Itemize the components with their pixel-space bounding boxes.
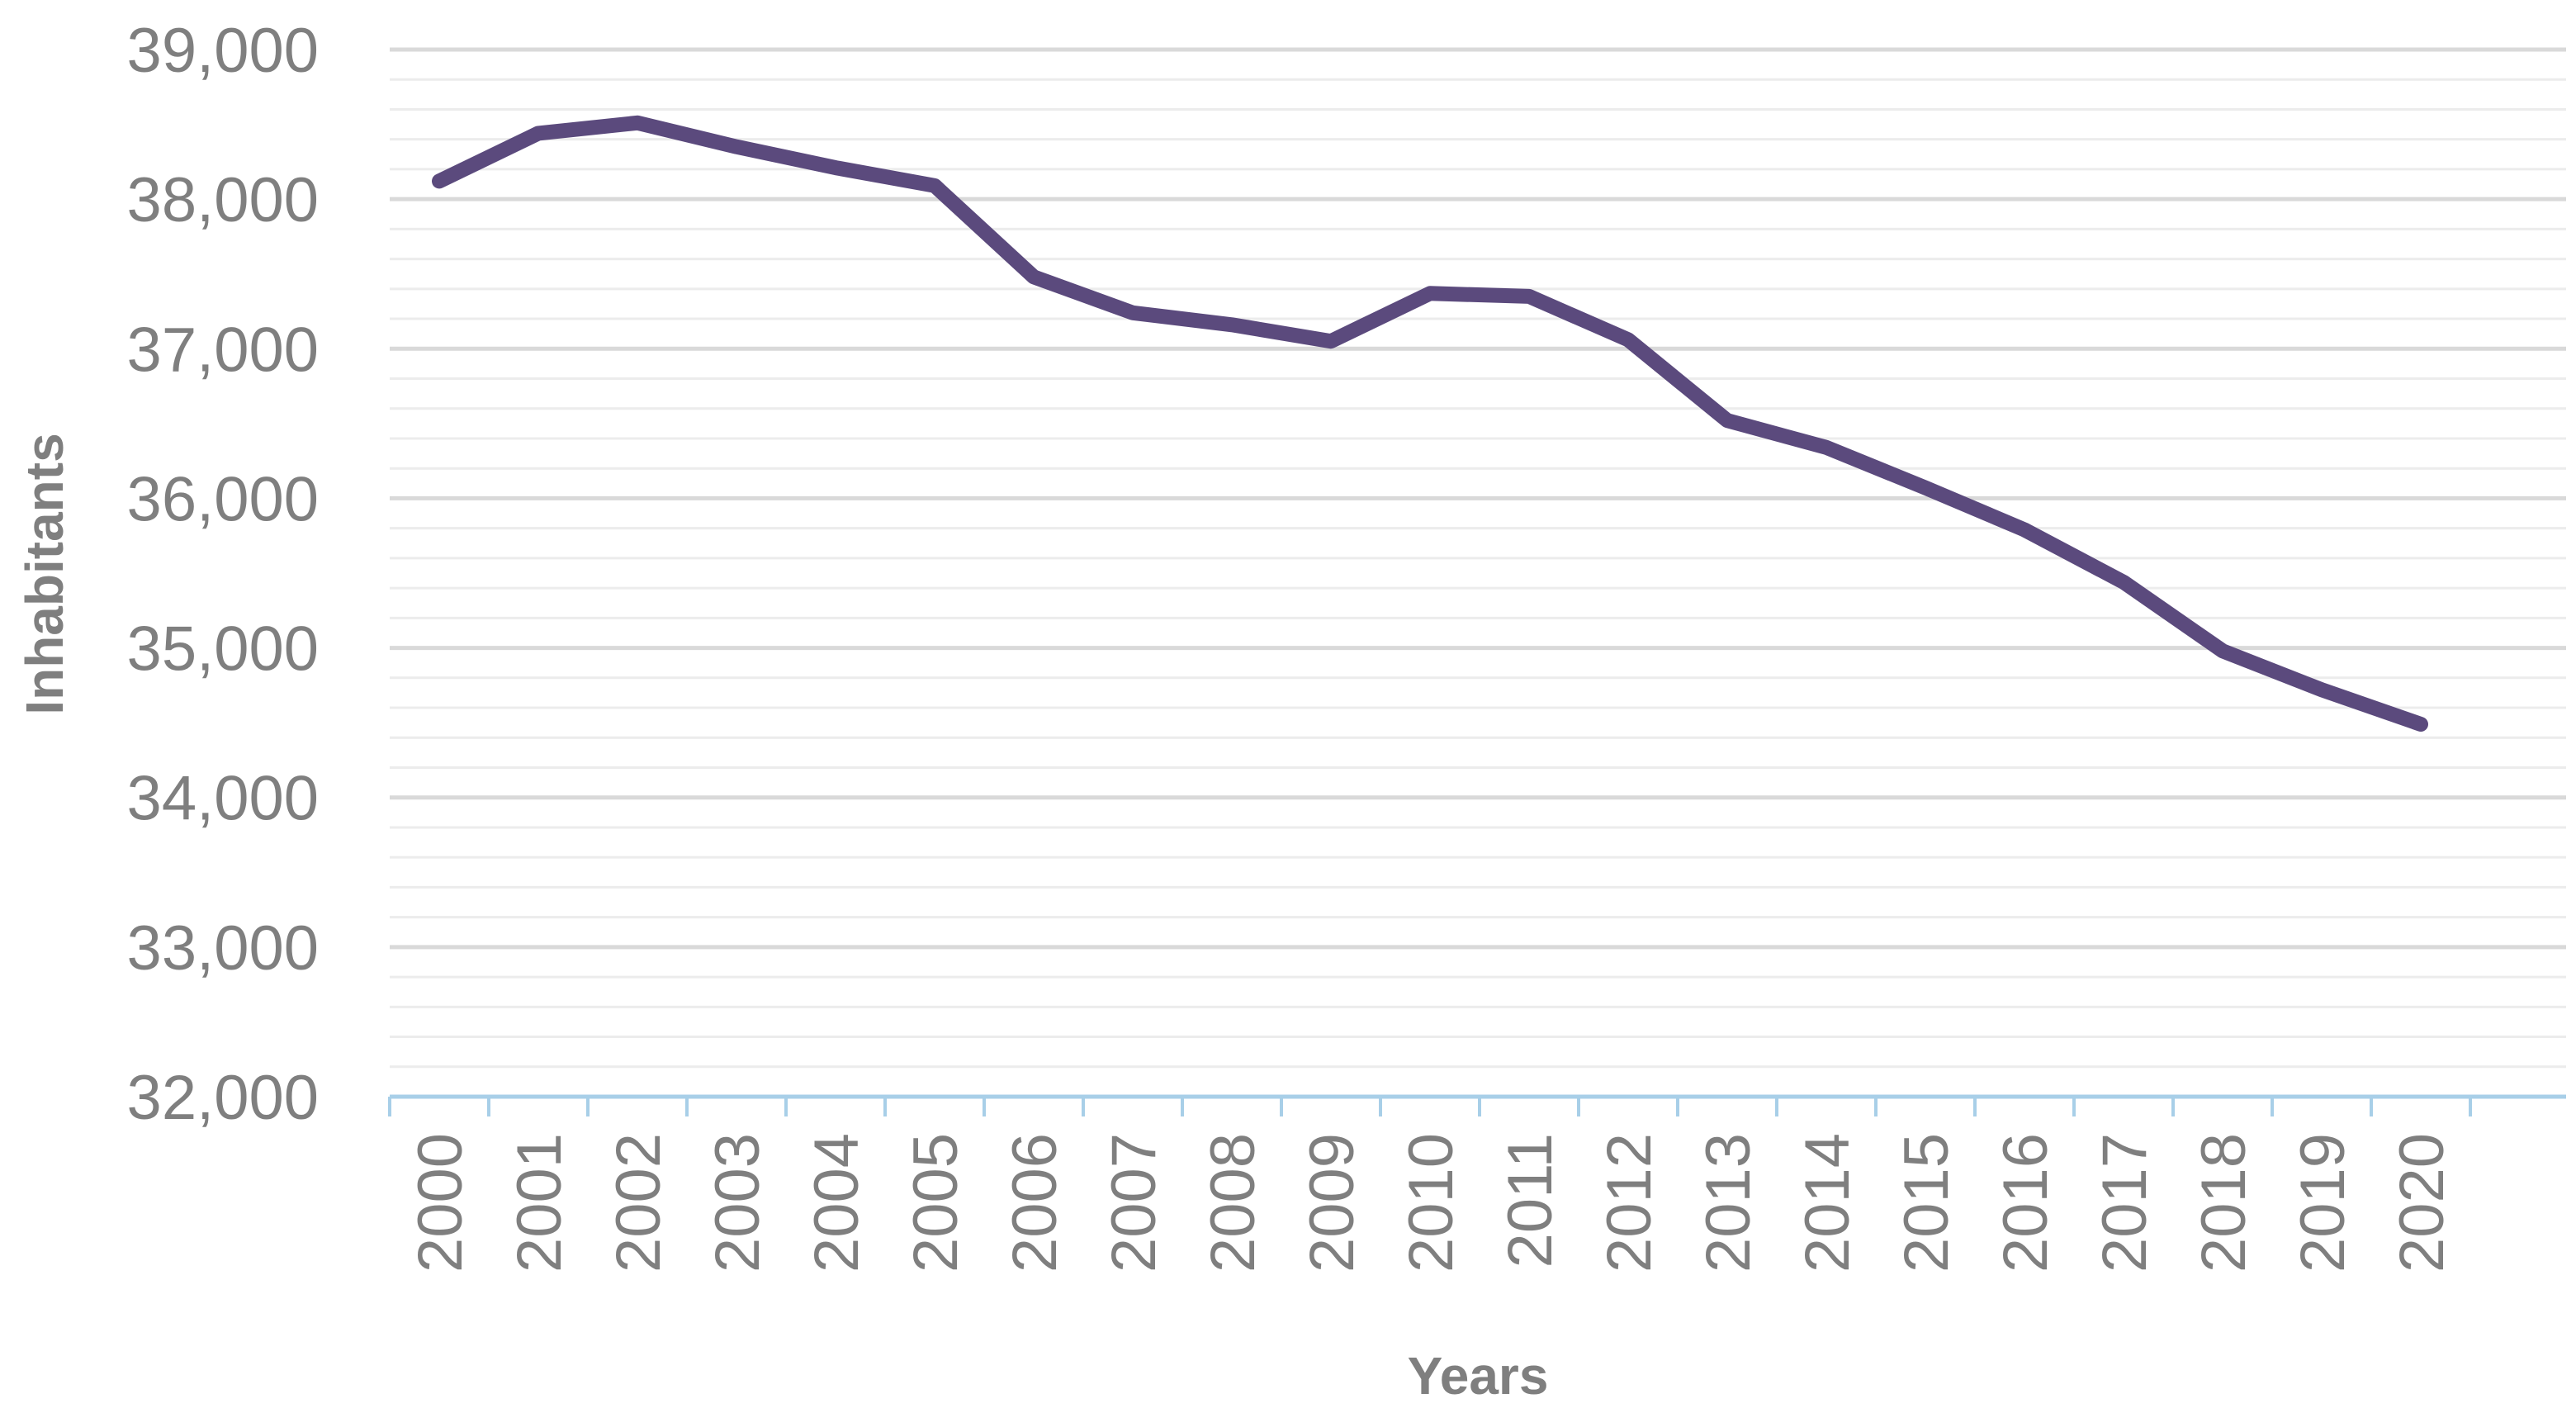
x-tick-label: 2010 [1396,1133,1466,1273]
x-tick-label: 2016 [1991,1133,2061,1273]
x-tick-label: 2007 [1099,1133,1169,1273]
x-tick-label: 2006 [1000,1133,1070,1273]
x-tick-label: 2012 [1594,1133,1664,1273]
series-layer [432,115,2428,732]
minor-gridlines [390,78,2566,1069]
y-tick-label: 37,000 [127,315,319,385]
y-tick-label: 32,000 [127,1063,319,1133]
x-tick-label: 2014 [1792,1133,1863,1273]
y-axis-tick-labels: 32,000 33,000 34,000 35,000 36,000 37,000 38,0… [127,16,319,1133]
x-tick-label: 2017 [2090,1133,2160,1273]
y-tick-label: 38,000 [127,165,319,235]
x-axis-title: Years [1408,1346,1549,1406]
y-tick-label: 39,000 [127,16,319,86]
x-tick-label: 2008 [1198,1133,1268,1273]
y-tick-label: 33,000 [127,913,319,984]
x-axis-tick-labels: 2000 2001 2002 2003 2004 2005 2006 2007 2008 2009… [405,1133,2457,1273]
x-tick-label: 2000 [405,1133,476,1273]
x-tick-label: 2011 [1495,1133,1565,1268]
x-axis [388,1094,2566,1116]
x-tick-label: 2004 [802,1133,872,1273]
y-tick-label: 36,000 [127,464,319,534]
x-tick-label: 2013 [1693,1133,1764,1273]
x-tick-label: 2020 [2387,1133,2457,1273]
x-tick-label: 2001 [504,1133,575,1273]
x-tick-label: 2003 [703,1133,773,1273]
y-tick-label: 34,000 [127,764,319,834]
x-tick-label: 2005 [901,1133,971,1273]
x-tick-label: 2002 [604,1133,674,1273]
major-gridlines [390,47,2566,950]
series-line [432,115,2428,732]
x-tick-label: 2019 [2288,1133,2358,1273]
x-tick-label: 2009 [1297,1133,1367,1273]
y-tick-label: 35,000 [127,614,319,685]
x-tick-label: 2018 [2189,1133,2259,1273]
x-tick-label: 2015 [1892,1133,1962,1273]
y-axis-title: Inhabitants [15,433,74,714]
